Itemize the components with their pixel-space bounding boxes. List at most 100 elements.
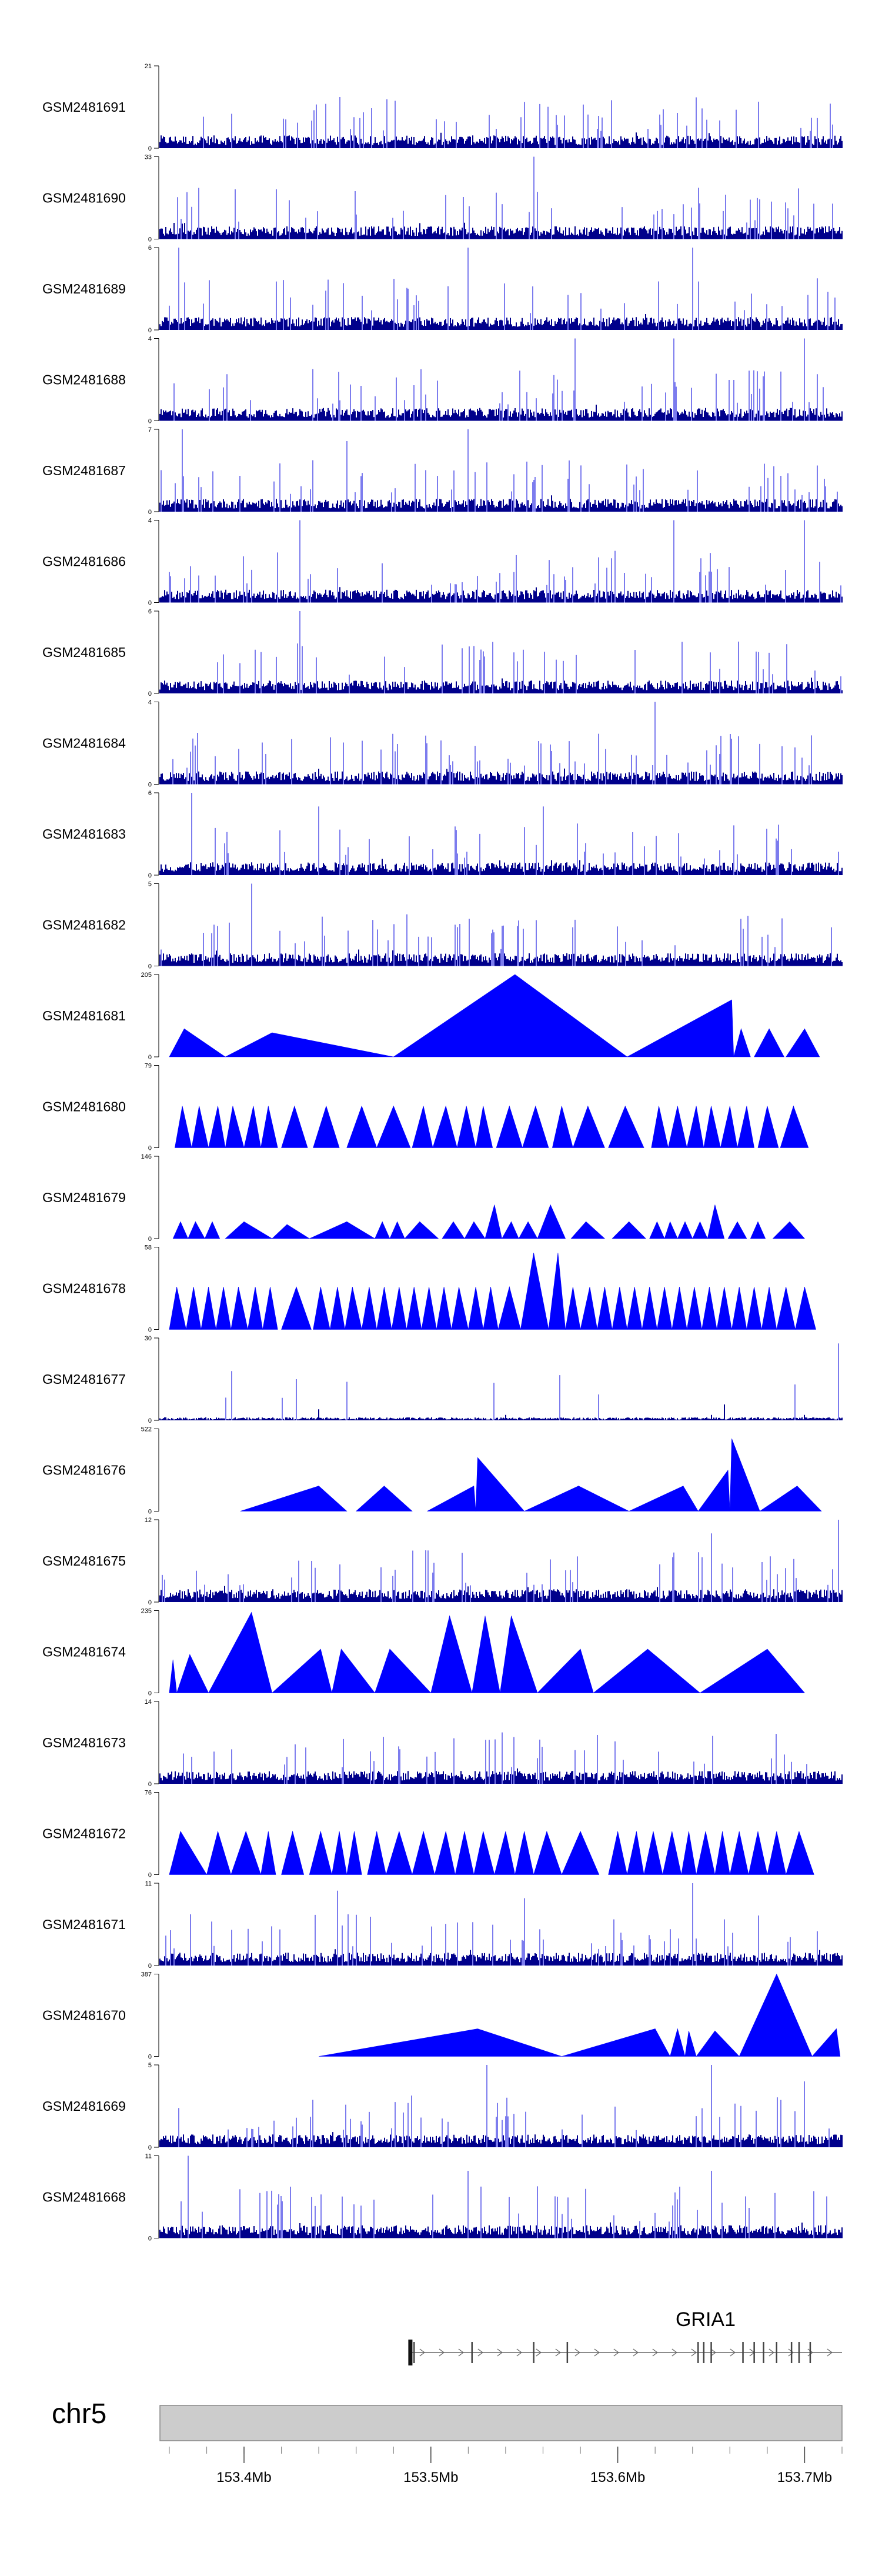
y-axis: 33 0: [145, 154, 159, 243]
coverage-peak-22: [703, 1106, 721, 1148]
strand-arrow: [730, 2348, 736, 2357]
coverage-peak-22: [681, 1831, 697, 1875]
coverage-peak-15: [522, 1105, 549, 1148]
strand-arrow: [691, 2348, 697, 2357]
coverage-peak-19: [627, 1831, 644, 1875]
coverage-peak-0: [172, 1221, 189, 1239]
coverage-peak-26: [612, 1287, 627, 1330]
coverage-peak-21: [662, 1831, 682, 1875]
coverage-peak-27: [627, 1287, 643, 1330]
track-GSM2481668: GSM2481668 11 0: [42, 2153, 843, 2243]
coverage-peak-1: [176, 1654, 209, 1693]
y-zero-label: 0: [148, 2144, 152, 2151]
y-zero-label: 0: [148, 1327, 152, 1334]
y-max-label: 5: [148, 2062, 152, 2069]
strand-arrow: [671, 2348, 677, 2357]
exon-14: [809, 2342, 811, 2363]
coverage-peak-1: [188, 1221, 205, 1239]
coverage-peak-12: [455, 1831, 475, 1875]
coverage-peak-7: [472, 1616, 500, 1693]
coverage-peak-6: [332, 1831, 348, 1875]
coverage-peak-8: [759, 1486, 822, 1511]
y-axis: 11 0: [145, 2153, 159, 2243]
track-GSM2481671: GSM2481671 11 0: [42, 1880, 843, 1970]
y-axis: 50: [148, 2062, 159, 2151]
coverage-peak-12: [502, 1221, 519, 1239]
y-max-label: 522: [141, 1426, 152, 1433]
coverage-peak-14: [537, 1204, 566, 1239]
coverage-spikes: [162, 1520, 839, 1602]
coverage-spikes: [161, 883, 832, 966]
exon-0: [408, 2340, 413, 2365]
coverage-peak-10: [464, 1221, 486, 1239]
strand-arrow: [710, 2348, 716, 2357]
track-label: GSM2481682: [42, 917, 126, 933]
coverage-peak-4: [524, 1486, 629, 1511]
strand-arrow: [555, 2348, 561, 2357]
coverage-peak-1: [225, 1032, 394, 1057]
track-label: GSM2481683: [42, 826, 126, 842]
y-zero-label: 0: [148, 236, 152, 243]
coverage-spikes: [217, 611, 841, 693]
coverage-peak-24: [580, 1287, 598, 1330]
coverage-peak-10: [345, 1287, 362, 1330]
y-zero-label: 0: [148, 327, 152, 334]
coverage-peak-11: [699, 1649, 806, 1693]
coverage-peak-13: [473, 1831, 495, 1875]
coverage-peak-36: [761, 1287, 777, 1330]
coverage-peak-30: [671, 1287, 687, 1330]
exon-1: [413, 2342, 415, 2363]
coverage-peak-5: [754, 1028, 784, 1057]
coverage-peak-6: [811, 2028, 841, 2057]
track-label: GSM2481669: [42, 2098, 126, 2114]
track-label: GSM2481688: [42, 372, 126, 388]
y-max-label: 79: [145, 1063, 152, 1070]
coverage-signal: [159, 1732, 843, 1784]
strand-arrow: [807, 2348, 813, 2357]
y-zero-label: 0: [148, 1963, 152, 1970]
coverage-peak-24: [714, 1831, 730, 1875]
y-max-label: 5: [148, 881, 152, 888]
coverage-peak-1: [191, 1106, 209, 1148]
coverage-peak-0: [175, 1106, 192, 1148]
y-max-label: 4: [148, 699, 152, 706]
track-label: GSM2481691: [42, 99, 126, 115]
coverage-signal: [159, 248, 843, 330]
exon-6: [703, 2342, 705, 2363]
coverage-peak-5: [629, 1486, 699, 1511]
strand-arrow: [652, 2348, 658, 2357]
coverage-peak-7: [346, 1831, 362, 1875]
coverage-signal: [159, 883, 843, 966]
track-GSM2481674: GSM2481674 235 0: [42, 1608, 806, 1697]
exon-5: [697, 2342, 699, 2363]
coverage-peak-21: [686, 1106, 704, 1148]
coverage-peak-7: [313, 1105, 340, 1148]
y-max-label: 4: [148, 336, 152, 343]
coverage-peak-24: [772, 1221, 806, 1239]
coverage-signal: [159, 429, 843, 512]
y-axis: 21 0: [145, 63, 159, 152]
coverage-peak-11: [434, 1831, 456, 1875]
y-zero-label: 0: [148, 1054, 152, 1061]
coverage-peak-8: [346, 1105, 377, 1148]
y-axis: 50: [148, 881, 159, 970]
gene-model: [408, 2340, 842, 2365]
coverage-peak-16: [612, 1221, 647, 1239]
coverage-peak-0: [169, 1028, 226, 1057]
y-axis: 14 0: [145, 1699, 159, 1788]
coverage-baseline: [159, 405, 843, 421]
exon-4: [566, 2342, 569, 2363]
coverage-signal: [159, 1883, 843, 1966]
coverage-baseline: [159, 768, 843, 785]
coverage-baseline: [159, 587, 843, 603]
coverage-peak-7: [389, 1221, 405, 1239]
coverage-peak-4: [230, 1287, 248, 1330]
coverage-peak-7: [281, 1286, 312, 1330]
coverage-spikes: [191, 793, 839, 875]
coverage-peak-8: [367, 1831, 386, 1875]
